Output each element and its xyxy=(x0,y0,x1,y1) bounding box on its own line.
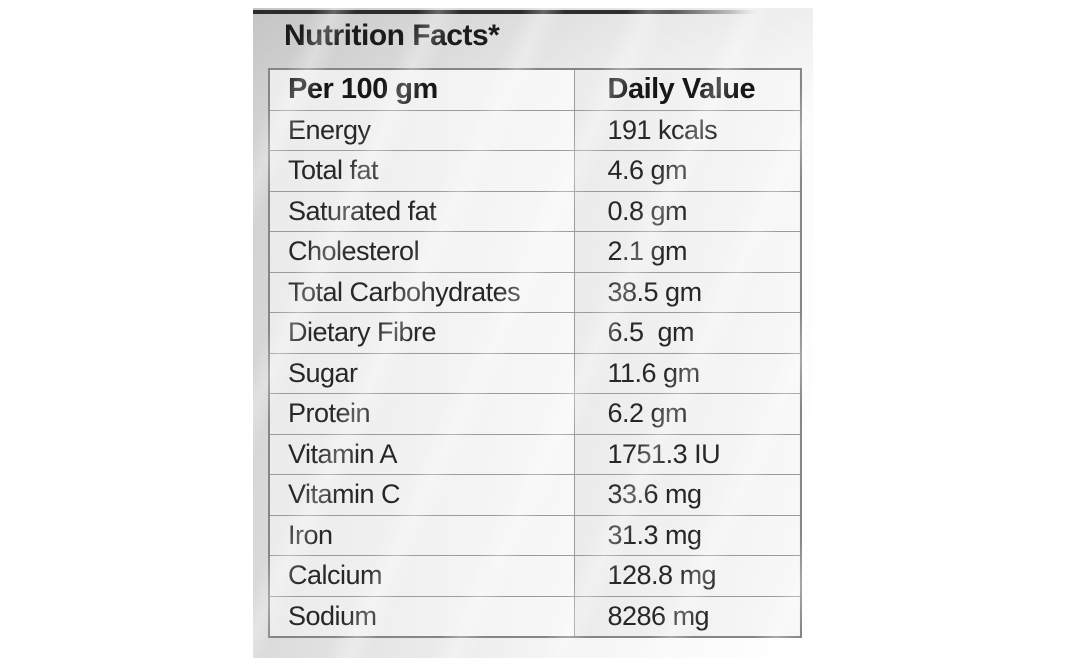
nutrient-name-cell: Protein xyxy=(268,393,575,435)
table-row: Sugar 11.6 gm xyxy=(268,352,802,394)
nutrient-value-cell: 0.8 gm xyxy=(573,190,802,232)
nutrient-value-cell: 33.6 mg xyxy=(573,474,802,516)
nutrient-name-cell: Total fat xyxy=(268,150,575,192)
nutrient-name-cell: Iron xyxy=(268,514,575,556)
nutrient-value-cell: 31.3 mg xyxy=(573,514,802,556)
table-row: Saturated fat 0.8 gm xyxy=(268,190,802,232)
table-row: Energy 191 kcals xyxy=(268,109,802,151)
table-row: Protein 6.2 gm xyxy=(268,393,802,435)
nutrient-name-cell: Vitamin A xyxy=(268,433,575,475)
nutrient-name-cell: Sugar xyxy=(268,352,575,394)
nutrient-name-cell: Calcium xyxy=(268,555,575,597)
column-header-per-100gm: Per 100 gm xyxy=(268,68,575,111)
table-header-row: Per 100 gm Daily Value xyxy=(268,68,802,111)
table-header: Per 100 gm Daily Value xyxy=(268,68,802,111)
nutrient-name-cell: Vitamin C xyxy=(268,474,575,516)
nutrient-value-cell: 4.6 gm xyxy=(573,150,802,192)
table-row: Total Carbohydrates 38.5 gm xyxy=(268,271,802,313)
label-top-edge xyxy=(253,10,758,14)
nutrient-value-cell: 11.6 gm xyxy=(573,352,802,394)
nutrient-name-cell: Sodium xyxy=(268,595,575,638)
nutrient-name-cell: Dietary Fibre xyxy=(268,312,575,354)
nutrient-name-cell: Energy xyxy=(268,109,575,151)
column-header-daily-value: Daily Value xyxy=(573,68,802,111)
nutrient-name-cell: Cholesterol xyxy=(268,231,575,273)
nutrient-name-cell: Saturated fat xyxy=(268,190,575,232)
table-row: Iron 31.3 mg xyxy=(268,514,802,556)
table-row: Vitamin A 1751.3 IU xyxy=(268,433,802,475)
nutrient-value-cell: 38.5 gm xyxy=(573,271,802,313)
table-row: Vitamin C 33.6 mg xyxy=(268,474,802,516)
nutrient-name-cell: Total Carbohydrates xyxy=(268,271,575,313)
nutrient-value-cell: 8286 mg xyxy=(573,595,802,638)
nutrient-value-cell: 128.8 mg xyxy=(573,555,802,597)
nutrient-value-cell: 6.2 gm xyxy=(573,393,802,435)
nutrient-value-cell: 191 kcals xyxy=(573,109,802,151)
nutrition-facts-title: Nutrition Facts* xyxy=(284,19,500,52)
table-body: Energy 191 kcals Total fat 4.6 gm Saturated … xyxy=(268,109,802,638)
nutrition-label: Nutrition Facts* Per 100 gm Daily Value … xyxy=(253,8,813,658)
nutrient-value-cell: 2.1 gm xyxy=(573,231,802,273)
table-row: Sodium 8286 mg xyxy=(268,595,802,638)
nutrition-table: Per 100 gm Daily Value Energy 191 kcals To… xyxy=(268,68,802,638)
table-row: Total fat 4.6 gm xyxy=(268,150,802,192)
nutrient-value-cell: 1751.3 IU xyxy=(573,433,802,475)
table-row: Dietary Fibre 6.5 gm xyxy=(268,312,802,354)
table-row: Calcium 128.8 mg xyxy=(268,555,802,597)
table-row: Cholesterol 2.1 gm xyxy=(268,231,802,273)
nutrient-value-cell: 6.5 gm xyxy=(573,312,802,354)
